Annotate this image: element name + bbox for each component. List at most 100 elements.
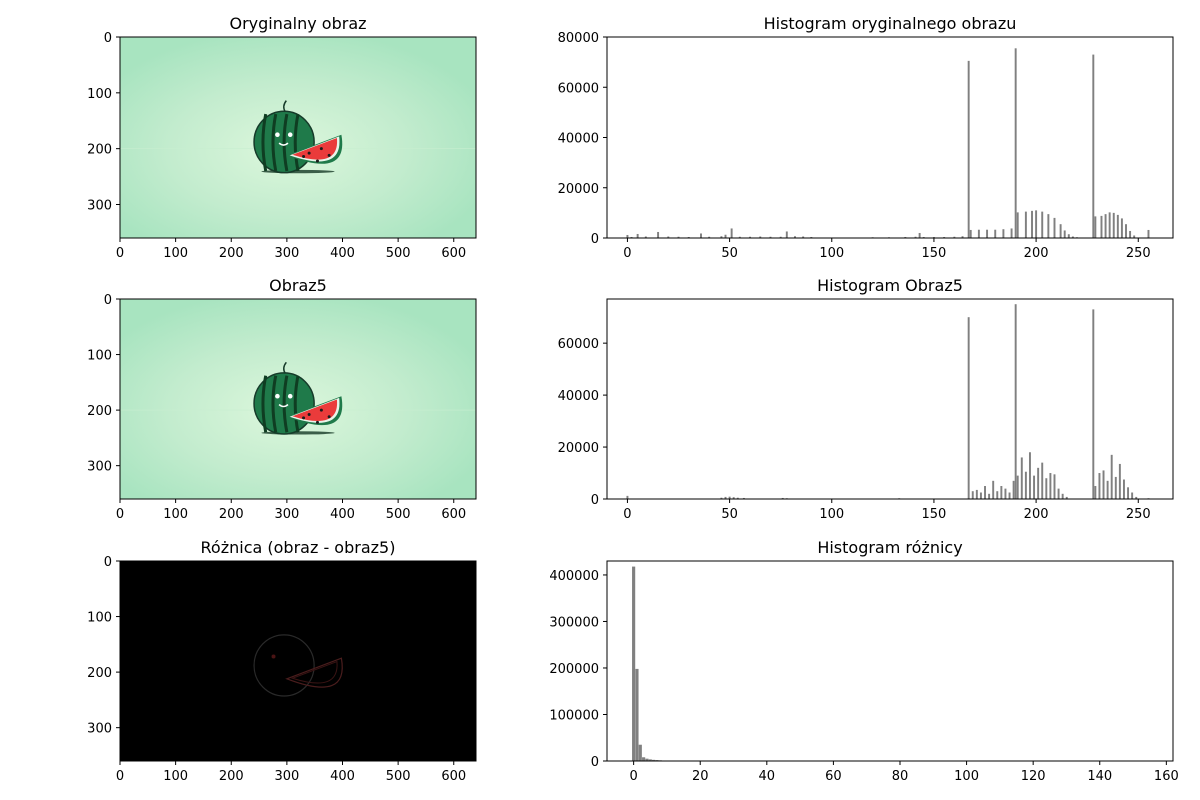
tick-label: 50 [721,246,738,261]
stripe-shape [293,375,300,433]
hist-bar [932,236,935,238]
panel-1: Oryginalny obraz 0 100 200 300 400 500 600 0 100 2… [87,14,477,261]
hist-bar [1102,470,1105,499]
hist-bar [636,233,639,238]
hist-bar [769,236,772,238]
hist-bar [1024,211,1027,238]
tick-label: 20 [692,769,709,784]
tick-label: 0 [629,769,637,784]
tick-label: 0 [104,31,112,46]
tick-label: 60 [825,769,842,784]
axes-frame [119,36,477,239]
hist-bar [687,236,690,238]
hist-bar [1028,452,1031,499]
tick-label: 100 [163,769,188,784]
hist-bar [1120,218,1123,238]
hist-bar [724,496,727,499]
hist-bar [642,757,646,761]
eye-shape [275,393,280,399]
hist-bar [1014,48,1017,239]
hist-bar [1045,478,1048,499]
tick-label: 40000 [558,389,599,404]
slice-inner-edge-shape [290,660,338,684]
tick-label: 300 [274,246,299,261]
hist-bar [1118,463,1121,499]
hist-bar [967,317,970,499]
tick-label: 200 [87,404,112,419]
tick-label: 200000 [549,662,599,677]
hist-bar [1035,210,1038,238]
tick-label: 400000 [549,569,599,584]
tick-label: 100 [163,246,188,261]
stripe-shape [271,113,278,172]
tick-label: 500 [386,507,411,522]
hist-bar [1065,496,1068,499]
tick-label: 100 [819,246,844,261]
hist-bar [1067,234,1070,238]
seed-shape [307,413,311,417]
hist-bar [1094,486,1097,499]
tick-label: 100 [819,507,844,522]
axes-frame [119,298,477,500]
seed-shape [315,159,319,163]
tick-label: 140 [1087,769,1112,784]
tick-label: 80 [892,769,909,784]
stripe-shape [271,375,278,433]
hist-bar [984,486,986,499]
tick-label: 400 [330,246,355,261]
eye-shape [287,132,293,138]
tick-label: 20000 [558,182,599,197]
hist-bar [759,236,762,238]
hist-bar [1071,236,1074,238]
stripe-shape [293,113,300,172]
seed-shape [327,153,331,157]
seed-shape [307,151,311,155]
tick-label: 100 [87,349,112,364]
tick-label: 100 [87,611,112,626]
axes-frame [606,36,1174,239]
hist-bar [996,491,999,499]
hist-bar [1041,211,1044,238]
tick-label: 0 [116,769,124,784]
hist-bar [1108,212,1111,238]
tick-label: 400 [330,507,355,522]
hist-bar [1098,473,1101,499]
hist-bar [810,236,813,238]
tick-label: 200 [219,246,244,261]
tick-label: 150 [922,507,947,522]
tick-label: 300 [274,769,299,784]
tick-label: 200 [87,143,112,158]
tick-label: 400 [330,769,355,784]
slice-flesh-shape [292,138,338,160]
eye-edge-shape [271,654,276,659]
tick-label: 40 [759,769,776,784]
tick-label: 0 [591,755,599,770]
tick-label: 200 [219,769,244,784]
tick-label: 200 [219,507,244,522]
seed-shape [319,408,323,412]
axes-frame [119,560,477,762]
hist-bar [1129,230,1132,238]
tick-label: 500 [386,769,411,784]
tick-label: 200 [1024,246,1049,261]
tick-label: 50 [721,507,738,522]
tick-label: 0 [591,232,599,247]
slice-edge-shape [285,657,343,688]
hist-bar [1047,214,1050,238]
hist-bar [1053,217,1056,238]
hist-bar [1061,493,1064,499]
hist-bar [1104,214,1107,238]
seed-shape [319,147,323,151]
stripe-shape [282,375,289,433]
hist-bar [657,231,660,238]
hist-bar [732,497,735,499]
smile-shape [278,403,289,408]
hist-bar [1016,475,1019,499]
tick-label: 300000 [549,615,599,630]
hist-bar [1100,215,1103,238]
image-difference [120,561,476,761]
hist-bar [781,497,784,499]
hist-bar [969,229,972,238]
hist-bar [1016,212,1019,238]
